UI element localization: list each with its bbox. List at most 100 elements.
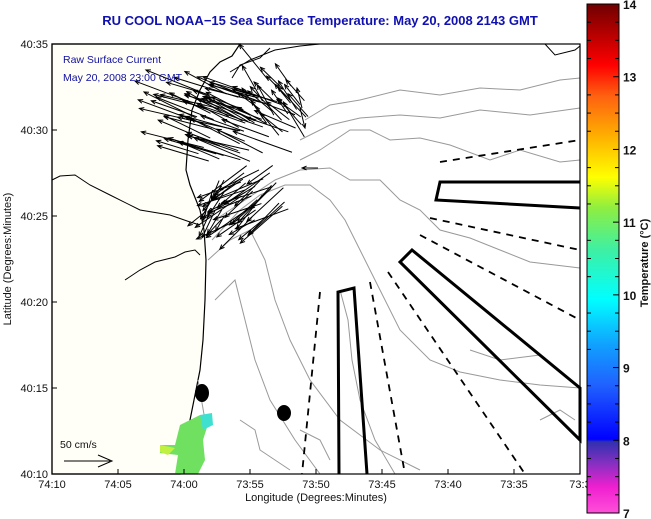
y-tick-label: 40:35 [20, 39, 48, 51]
x-tick-label: 73:40 [434, 479, 462, 491]
current-vector [214, 215, 225, 233]
transect-box-east [434, 180, 581, 210]
map-area: 50 cm/s Raw Surface Current May 20, 2008… [51, 43, 582, 475]
x-tick-label: 73:55 [236, 479, 264, 491]
coastline-bay [124, 249, 201, 281]
scale-arrow: 50 cm/s [60, 439, 114, 468]
colorbar-tick-label: 8 [623, 434, 630, 448]
current-vector [163, 115, 211, 139]
current-vector [144, 69, 210, 96]
current-vector [223, 190, 254, 219]
current-vector [277, 79, 298, 110]
x-tick-label: 73:50 [302, 479, 330, 491]
current-vector [239, 205, 283, 244]
current-vector [274, 62, 292, 87]
current-vector [300, 165, 318, 171]
legend-line1: Raw Surface Current [63, 54, 161, 66]
scale-arrow-head [97, 454, 114, 468]
chart-title: RU COOL NOAA−15 Sea Surface Temperature:… [102, 13, 538, 28]
current-vector [204, 87, 263, 104]
sst-patch-cyan [200, 413, 213, 430]
filled-markers [195, 384, 291, 421]
current-vector [196, 189, 246, 207]
coastline-north [229, 43, 321, 79]
current-vector [142, 91, 196, 119]
current-vector [283, 83, 301, 106]
current-vector [231, 85, 282, 105]
x-tick-label: 74:00 [170, 479, 198, 491]
colorbar-tick-label: 13 [623, 71, 637, 85]
current-vector [246, 90, 273, 112]
sst-patch-green [160, 415, 210, 474]
colorbar-gradient [586, 3, 620, 514]
current-vector [194, 195, 242, 229]
x-tick-label: 74:10 [38, 479, 66, 491]
colorbar-tick-label: 12 [623, 143, 637, 157]
y-tick-label: 40:15 [20, 383, 48, 395]
current-vector [220, 186, 272, 205]
current-vector [232, 130, 293, 153]
current-vector [265, 101, 290, 121]
current-vector [247, 202, 280, 237]
current-vector [186, 211, 207, 227]
current-vector [206, 209, 223, 235]
y-tick-label: 40:10 [20, 469, 48, 481]
current-vector [228, 219, 255, 236]
current-vector [275, 99, 302, 118]
current-vector [245, 187, 284, 223]
current-vector [295, 86, 303, 109]
current-vector [241, 64, 263, 102]
y-tick-label: 40:20 [20, 297, 48, 309]
colorbar-title: Temperature (°C) [639, 218, 651, 307]
current-vector [165, 81, 209, 96]
sst-patch-yellow [160, 445, 175, 455]
current-vector [235, 106, 267, 125]
current-vectors [133, 43, 318, 251]
coastline-inlet [51, 174, 201, 226]
coastline-east [544, 43, 581, 56]
current-vector [201, 210, 216, 239]
x-tick-label: 73:3 [569, 479, 590, 491]
current-vector [192, 89, 244, 111]
current-vector [236, 92, 261, 110]
colorbar-tick-label: 14 [623, 0, 637, 12]
current-vector [274, 83, 291, 104]
y-axis-title: Latitude (Degrees:Minutes) [2, 193, 14, 326]
current-vector [220, 118, 270, 138]
current-vector [259, 66, 284, 90]
y-tick-label: 40:30 [20, 125, 48, 137]
current-vector [212, 203, 262, 221]
current-vector [218, 216, 253, 251]
colorbar-tick-label: 10 [623, 289, 637, 303]
current-vector [198, 207, 213, 238]
colorbar-tick-label: 9 [623, 362, 630, 376]
y-axis: 40:10 40:15 40:20 40:25 40:30 40:35 [20, 39, 57, 481]
current-vector [176, 115, 241, 132]
current-vector [259, 113, 283, 133]
current-vector [183, 93, 235, 109]
dashed-lines [301, 139, 581, 475]
scale-arrow-label: 50 cm/s [60, 439, 97, 451]
current-vector [246, 165, 274, 185]
transect-box-south [336, 286, 369, 475]
x-tick-label: 74:05 [104, 479, 132, 491]
current-vector [249, 85, 282, 121]
current-vector [228, 199, 258, 226]
current-vector [155, 139, 199, 155]
colorbar-tick-label: 11 [623, 216, 636, 230]
x-tick-label: 73:45 [368, 479, 396, 491]
current-vector [215, 209, 256, 238]
x-axis: 74:10 74:05 74:00 73:55 73:50 73:45 73:40 73:35… [38, 469, 591, 491]
colorbar-ticks: 7 8 9 10 11 12 13 14 [587, 0, 637, 519]
current-vector [183, 70, 227, 95]
colorbar-tick-label: 7 [623, 507, 630, 519]
colorbar: 7 8 9 10 11 12 13 14 Temperature (°C) [586, 0, 651, 519]
marker-oval-2 [277, 405, 291, 421]
current-vector [186, 134, 250, 151]
current-vector [156, 144, 209, 162]
current-vector [299, 107, 307, 130]
current-vector [192, 137, 251, 162]
current-vector [181, 100, 246, 124]
current-vector [198, 165, 247, 203]
